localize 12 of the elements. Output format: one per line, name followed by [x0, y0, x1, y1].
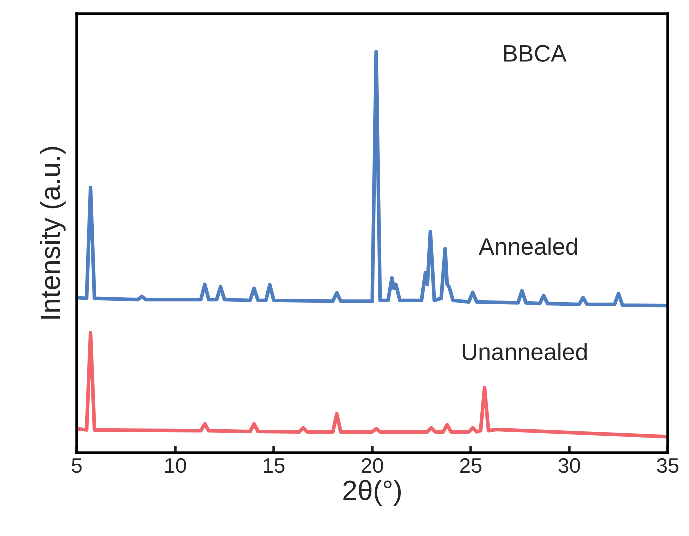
x-tick-label: 10: [166, 458, 186, 474]
x-tick-label: 15: [264, 458, 285, 474]
x-tick-label: 35: [657, 458, 679, 474]
x-tick-label: 25: [460, 458, 482, 474]
x-tick-label: 5: [72, 458, 82, 474]
x-axis-title: 2θ(°): [344, 480, 402, 506]
x-tick-label: 20: [362, 458, 384, 474]
x-tick-label: 30: [558, 458, 580, 474]
annotation: BBCA: [504, 45, 567, 62]
y-axis-title: Intensity (a.u.): [40, 147, 66, 319]
series-label: Unannealed: [462, 343, 587, 361]
series-label: Annealed: [478, 238, 578, 256]
